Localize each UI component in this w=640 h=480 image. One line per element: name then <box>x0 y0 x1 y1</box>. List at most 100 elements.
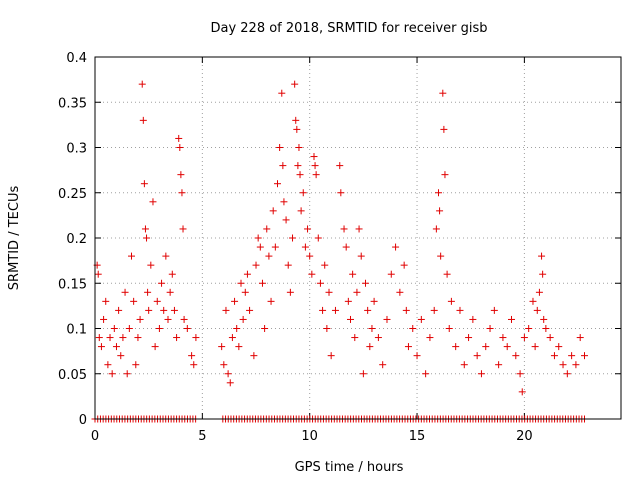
data-point <box>254 234 262 242</box>
y-tick-label: 0.15 <box>58 277 87 292</box>
data-point <box>417 315 425 323</box>
tick-labels: 0 0.05 0.1 0.15 0.2 0.25 0.3 0.35 0.4 0 5 10 15 20 <box>58 51 533 444</box>
data-point <box>243 270 251 278</box>
data-point <box>503 343 511 351</box>
data-point <box>440 125 448 133</box>
y-tick-label: 0.1 <box>66 323 87 338</box>
data-point <box>291 80 299 88</box>
data-point <box>563 370 571 378</box>
data-point <box>224 370 232 378</box>
data-point <box>269 207 277 215</box>
y-tick-label: 0 <box>79 413 87 428</box>
data-point <box>555 343 563 351</box>
data-point <box>535 288 543 296</box>
data-point <box>538 252 546 260</box>
x-axis-label: GPS time / hours <box>295 460 404 475</box>
data-point <box>572 361 580 369</box>
data-point <box>168 270 176 278</box>
data-point <box>404 343 412 351</box>
data-point <box>252 261 260 269</box>
data-point <box>357 252 365 260</box>
data-point <box>436 207 444 215</box>
data-point <box>95 334 103 342</box>
data-point <box>143 234 151 242</box>
data-point <box>117 352 125 360</box>
data-point <box>108 370 116 378</box>
data-point <box>145 306 153 314</box>
data-point <box>409 325 417 332</box>
data-point <box>188 352 196 360</box>
y-tick-label: 0.35 <box>58 96 87 111</box>
data-point <box>362 279 370 287</box>
data-point <box>284 261 292 269</box>
data-point <box>123 370 131 378</box>
data-point <box>508 315 516 323</box>
data-point <box>299 189 307 197</box>
data-point <box>280 198 288 206</box>
data-point <box>495 361 503 369</box>
data-point <box>400 261 408 269</box>
data-point <box>576 334 584 342</box>
data-point <box>178 189 186 197</box>
data-point <box>119 334 127 342</box>
data-point <box>465 334 473 342</box>
data-point <box>183 325 191 332</box>
data-point <box>512 352 520 360</box>
data-point <box>321 261 329 269</box>
data-point <box>490 306 498 314</box>
data-point <box>179 225 187 233</box>
data-point <box>134 334 142 342</box>
x-tick-label: 10 <box>301 429 318 444</box>
data-point <box>166 288 174 296</box>
data-point <box>516 370 524 378</box>
data-point <box>97 343 105 351</box>
data-point <box>132 361 140 369</box>
data-point <box>383 315 391 323</box>
data-point <box>359 370 367 378</box>
data-point <box>540 315 548 323</box>
data-point <box>486 325 494 332</box>
data-point <box>456 306 464 314</box>
data-point <box>323 325 331 332</box>
data-point <box>125 325 133 332</box>
data-point <box>151 343 159 351</box>
data-point <box>267 297 275 305</box>
data-point <box>379 361 387 369</box>
data-point <box>316 279 324 287</box>
data-point <box>220 361 228 369</box>
data-point <box>314 234 322 242</box>
data-point <box>263 225 271 233</box>
data-point <box>308 270 316 278</box>
data-point <box>278 89 286 97</box>
data-point <box>387 270 395 278</box>
data-point <box>520 334 528 342</box>
data-point <box>289 234 297 242</box>
data-point <box>115 306 123 314</box>
data-point <box>235 343 243 351</box>
data-point <box>286 288 294 296</box>
data-point <box>374 334 382 342</box>
data-point <box>447 297 455 305</box>
data-point <box>258 279 266 287</box>
data-point <box>396 288 404 296</box>
y-tick-label: 0.3 <box>66 142 87 157</box>
data-point <box>138 80 146 88</box>
data-point <box>351 334 359 342</box>
data-point <box>256 243 264 251</box>
data-point <box>265 252 273 260</box>
data-point <box>344 297 352 305</box>
data-point <box>337 189 345 197</box>
data-point <box>340 225 348 233</box>
data-point <box>533 306 541 314</box>
data-point <box>139 116 147 124</box>
y-tick-label: 0.05 <box>58 368 87 383</box>
y-axis-label: SRMTID / TECUs <box>7 186 22 291</box>
data-point <box>422 370 430 378</box>
data-point <box>355 225 363 233</box>
data-point <box>319 306 327 314</box>
data-point <box>177 171 185 179</box>
data-point <box>482 343 490 351</box>
data-point <box>452 343 460 351</box>
data-point <box>402 306 410 314</box>
data-point <box>106 334 114 342</box>
